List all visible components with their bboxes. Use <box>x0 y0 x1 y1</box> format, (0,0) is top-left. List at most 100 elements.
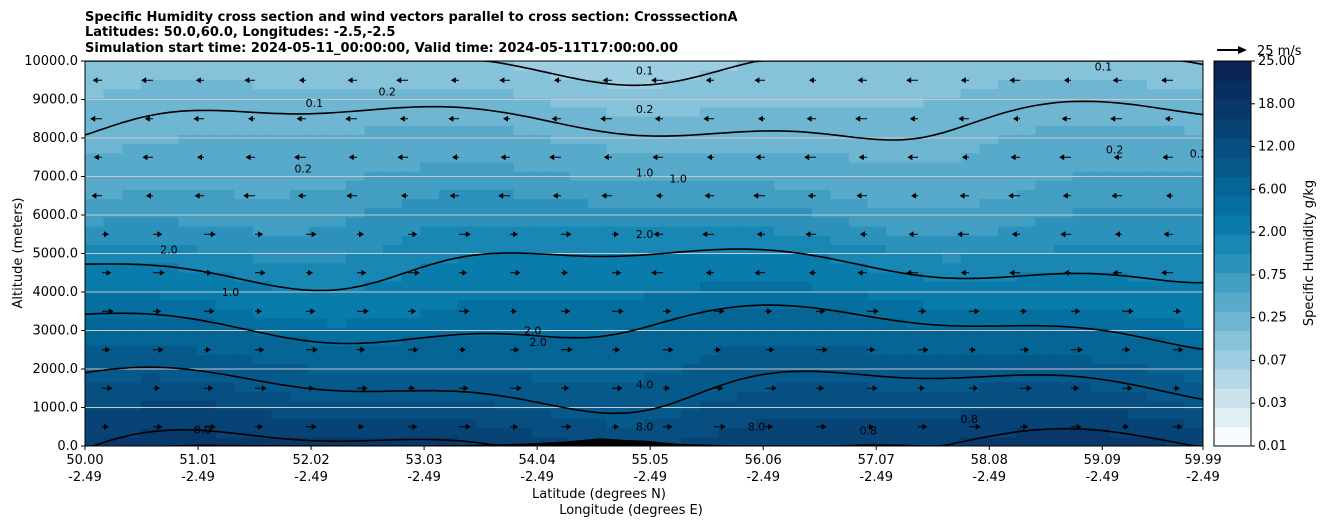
x-tick-label-lon: -2.49 <box>859 470 893 485</box>
field-cell <box>178 244 198 255</box>
field-cell <box>793 88 813 99</box>
field-cell <box>662 290 682 300</box>
field-cell <box>196 381 216 392</box>
field-cell <box>1165 363 1185 374</box>
field-cell <box>513 143 533 154</box>
wind-vector-head <box>754 269 760 276</box>
field-cell <box>811 400 831 410</box>
field-cell <box>1165 391 1185 401</box>
field-cell <box>606 326 626 337</box>
field-cell <box>1053 436 1074 446</box>
colorbar-segment <box>1214 215 1251 235</box>
field-cell <box>830 171 850 181</box>
field-cell <box>644 125 664 135</box>
field-cell <box>606 106 626 117</box>
field-cell <box>439 345 459 355</box>
field-cell <box>271 171 291 181</box>
field-cell <box>886 418 906 429</box>
field-cell <box>1147 244 1167 255</box>
field-cell <box>867 436 887 446</box>
field-cell <box>457 271 477 282</box>
field-cell <box>401 262 421 273</box>
field-cell <box>1016 271 1036 282</box>
field-cell <box>737 363 757 374</box>
wind-vector-head <box>809 77 814 84</box>
field-cell <box>662 235 682 245</box>
field-cell <box>271 372 291 383</box>
field-cell <box>606 271 626 282</box>
field-cell <box>811 418 831 429</box>
field-cell <box>401 354 421 365</box>
field-cell <box>1128 363 1148 374</box>
field-cell <box>625 281 645 291</box>
wind-vector-head <box>1075 308 1081 315</box>
field-cell <box>550 427 570 438</box>
field-cell <box>401 88 421 99</box>
wind-vector-head <box>869 423 874 430</box>
field-cell <box>327 88 347 99</box>
field-cell <box>196 409 216 420</box>
field-cell <box>1128 326 1148 337</box>
field-cell <box>513 171 533 181</box>
field-cell <box>159 61 179 71</box>
field-cell <box>867 70 887 80</box>
field-cell <box>588 326 608 337</box>
field-cell <box>1109 79 1129 90</box>
contour-line-4.0 <box>85 366 1203 415</box>
field-cell <box>252 106 272 117</box>
field-cell <box>662 372 682 383</box>
wind-vector-head <box>566 231 572 238</box>
field-cell <box>252 308 272 319</box>
field-cell <box>494 88 515 99</box>
field-cell <box>588 244 608 255</box>
wind-vector-head <box>448 115 454 122</box>
field-cell <box>140 281 161 291</box>
field-cell <box>644 290 664 300</box>
wind-vector-head <box>207 269 213 276</box>
contour-label: 0.8 <box>960 413 978 426</box>
quiver-key: 25 m/s <box>1217 44 1302 59</box>
field-cell <box>1128 116 1148 126</box>
field-cell <box>439 372 459 383</box>
field-cell <box>122 97 142 108</box>
field-cell <box>942 88 962 99</box>
field-cell <box>830 391 850 401</box>
field-cell <box>1053 299 1074 310</box>
field-cell <box>271 180 291 190</box>
field-cell <box>364 226 384 236</box>
field-cell <box>867 427 887 438</box>
colorbar-segment <box>1214 330 1251 351</box>
field-cell <box>383 97 403 108</box>
field-cell <box>979 88 999 99</box>
field-cell <box>942 143 962 154</box>
field-cell <box>755 253 775 264</box>
field-cell <box>793 354 813 365</box>
field-cell <box>886 317 906 328</box>
field-cell <box>178 198 198 209</box>
wind-vector-head <box>716 346 721 353</box>
contour-label: 0.1 <box>636 65 654 78</box>
field-cell <box>252 207 272 218</box>
field-cell <box>308 134 328 145</box>
field-cell <box>103 171 123 181</box>
y-tick-label: 4000.0 <box>33 285 79 300</box>
wind-vector-head <box>1127 385 1133 392</box>
field-cell <box>327 207 347 218</box>
wind-vector-head <box>923 346 929 353</box>
field-cell <box>774 143 794 154</box>
field-cell <box>383 244 403 255</box>
field-cell <box>345 226 366 236</box>
field-cell <box>532 116 552 126</box>
field-cell <box>625 106 645 117</box>
wind-vector-head <box>107 385 113 392</box>
wind-vector-head <box>667 423 673 430</box>
field-cell <box>1091 161 1111 172</box>
field-cell <box>1091 180 1111 190</box>
field-cell <box>606 88 626 99</box>
field-cell <box>998 244 1018 255</box>
field-cell <box>1072 336 1092 346</box>
field-cell <box>998 207 1018 218</box>
field-cell <box>85 143 105 154</box>
field-cell <box>103 372 123 383</box>
field-cell <box>1016 216 1036 227</box>
